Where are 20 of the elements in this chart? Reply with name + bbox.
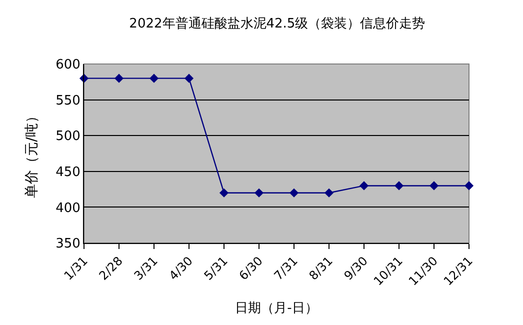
point <box>394 181 404 190</box>
y-tick-label: 400 <box>56 200 80 216</box>
y-axis-title: 单价（元/吨） <box>24 109 40 198</box>
point <box>324 188 334 198</box>
chart-title: 2022年普通硅酸盐水泥42.5级（袋装）信息价走势 <box>129 15 426 32</box>
point <box>359 181 369 190</box>
y-tick-label: 500 <box>56 129 80 144</box>
x-axis-title: 日期（月-日） <box>235 300 318 316</box>
point <box>429 181 439 190</box>
y-tick-label: 600 <box>56 58 80 73</box>
point <box>184 74 194 83</box>
point <box>219 188 229 198</box>
point <box>254 188 264 198</box>
point <box>114 74 124 83</box>
y-tick-label: 450 <box>56 164 80 180</box>
y-tick-label: 350 <box>56 236 80 252</box>
point <box>289 188 299 198</box>
point <box>149 74 159 83</box>
point <box>464 181 474 190</box>
y-tick-label: 550 <box>56 93 80 108</box>
